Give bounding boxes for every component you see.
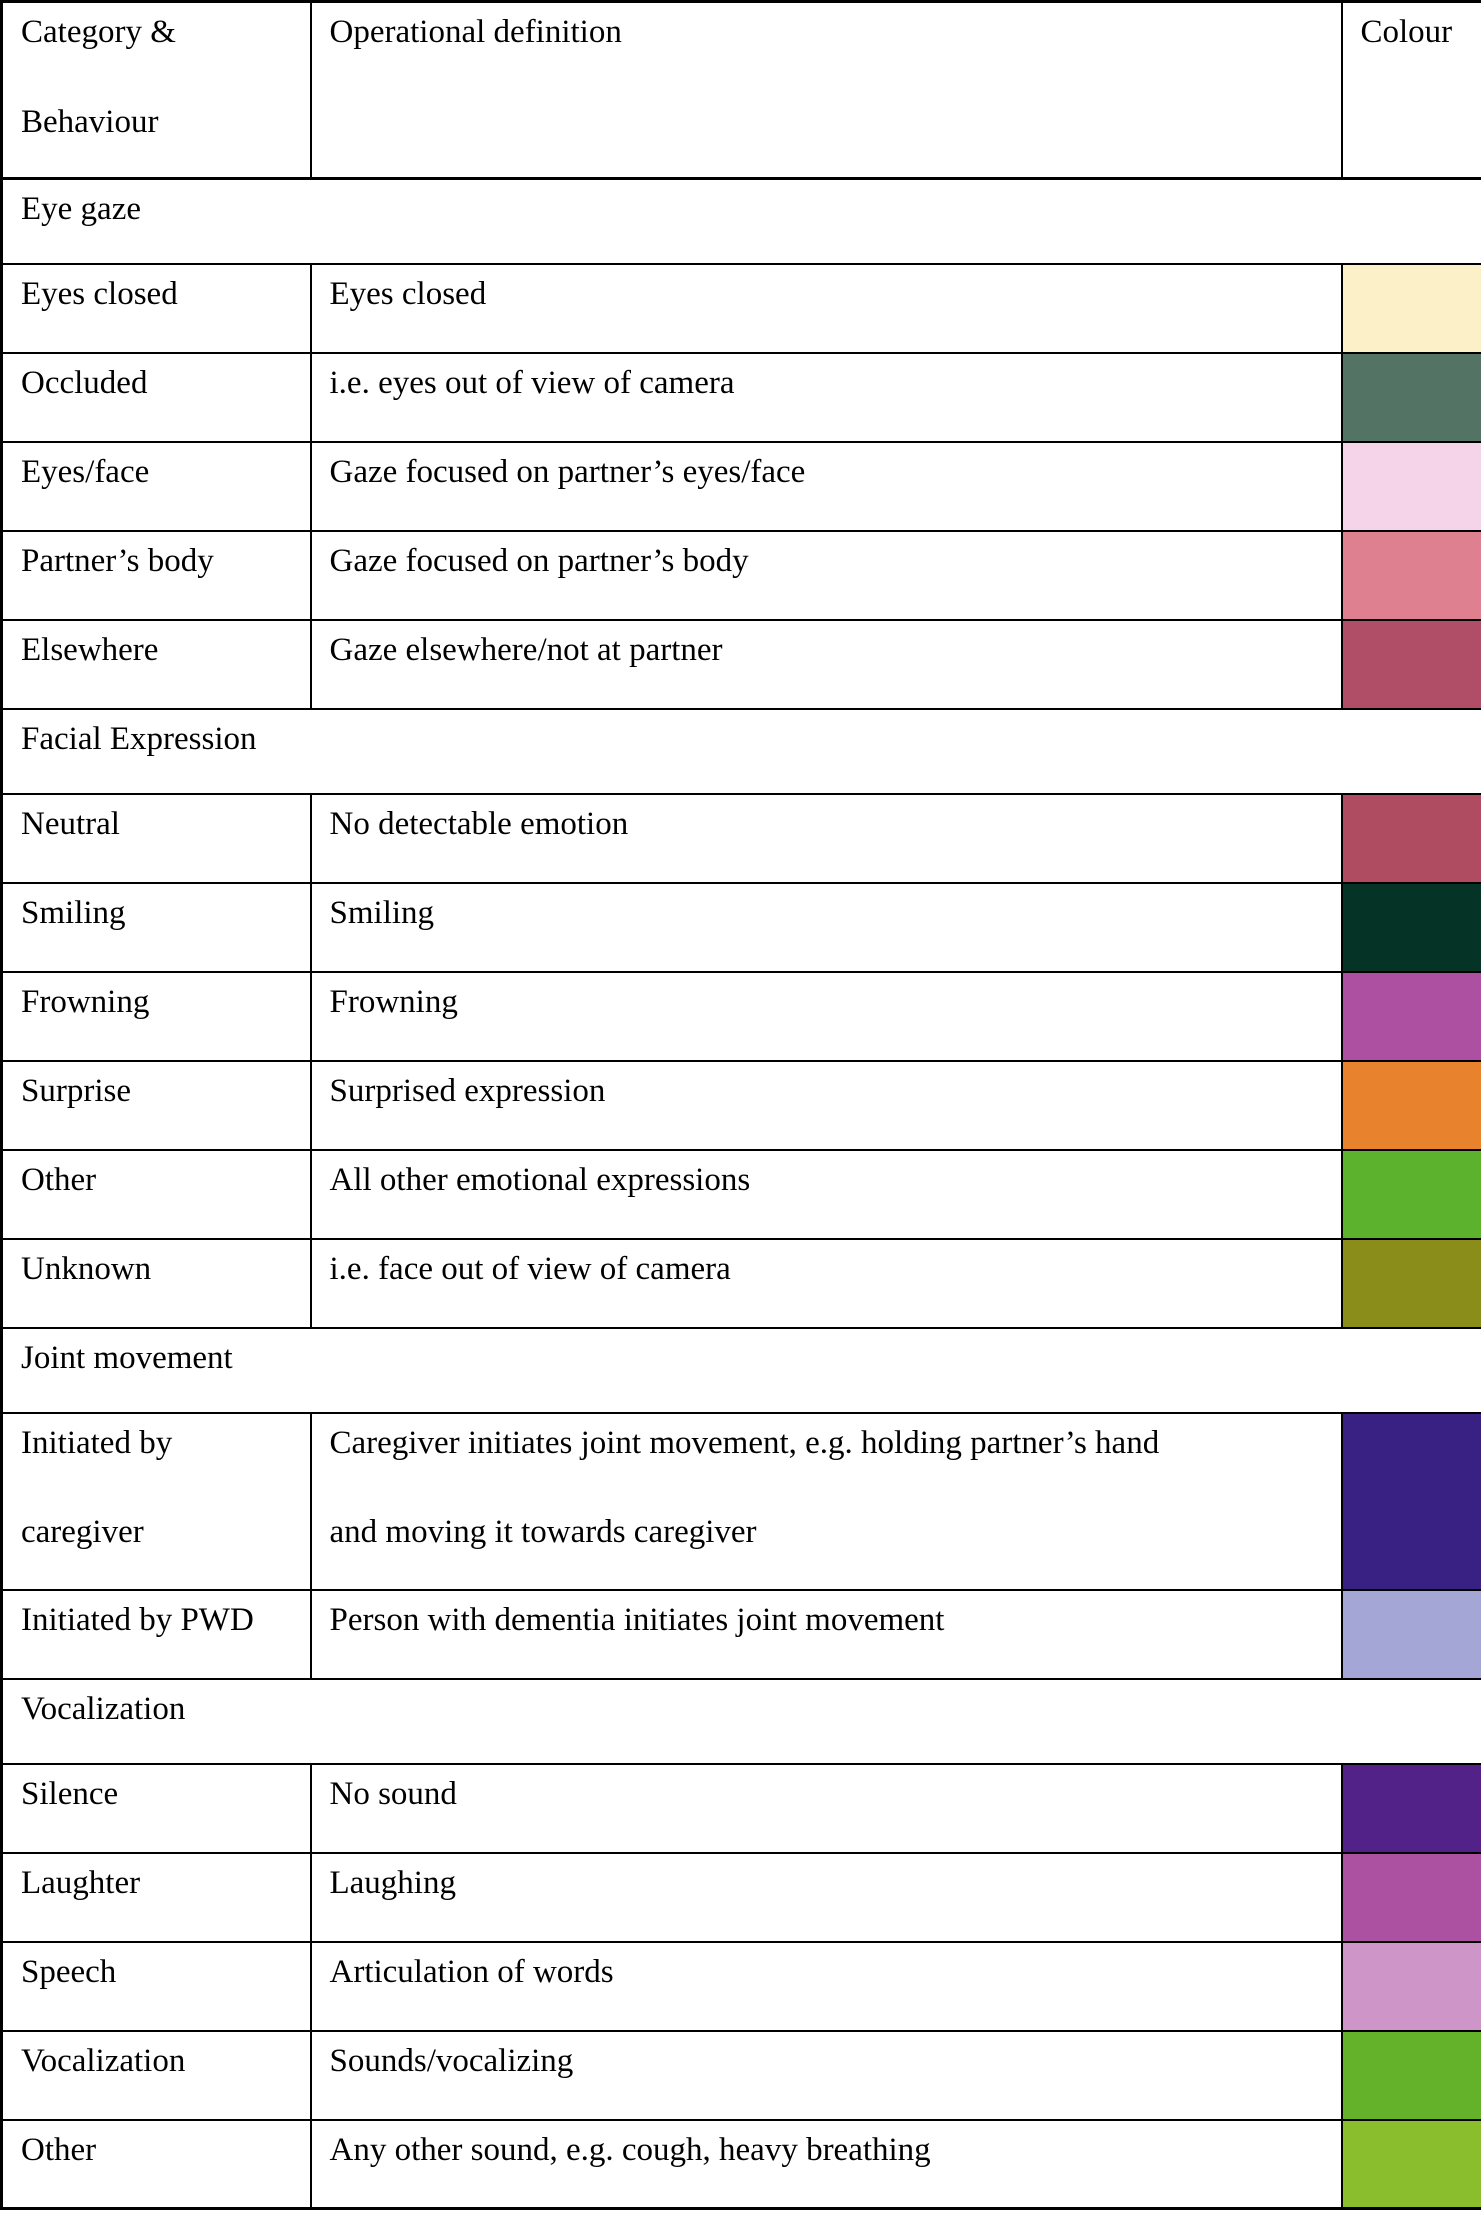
row-partner-s-body: Partner’s body Gaze focused on partner’s … (0, 529, 1481, 621)
row-neutral: Neutral No detectable emotion (0, 792, 1481, 884)
col-header-category-behaviour: Category & Behaviour (0, 0, 312, 180)
row-unknown: Unknown i.e. face out of view of camera (0, 1237, 1481, 1329)
colour-swatch (1340, 792, 1481, 884)
behaviour-cell: Neutral (0, 792, 312, 884)
definition-cell: Sounds/vocalizing (309, 2029, 1343, 2121)
behaviour-cell: Eyes/face (0, 440, 312, 532)
behaviour-cell: Partner’s body (0, 529, 312, 621)
colour-swatch (1340, 262, 1481, 354)
row-elsewhere: Elsewhere Gaze elsewhere/not at partner (0, 618, 1481, 710)
row-occluded: Occluded i.e. eyes out of view of camera (0, 351, 1481, 443)
definition-cell: Caregiver initiates joint movement, e.g.… (309, 1411, 1343, 1591)
section-title: Vocalization (0, 1677, 1481, 1765)
row-initiated-by-pwd: Initiated by PWD Person with dementia ini… (0, 1588, 1481, 1680)
definition-cell: Smiling (309, 881, 1343, 973)
behaviour-cell: Occluded (0, 351, 312, 443)
row-other: Other Any other sound, e.g. cough, heavy … (0, 2118, 1481, 2210)
colour-swatch (1340, 1237, 1481, 1329)
behaviour-cell: Smiling (0, 881, 312, 973)
colour-swatch (1340, 1148, 1481, 1240)
row-other: Other All other emotional expressions (0, 1148, 1481, 1240)
definition-cell: Gaze focused on partner’s eyes/face (309, 440, 1343, 532)
definition-cell: All other emotional expressions (309, 1148, 1343, 1240)
row-eyes-closed: Eyes closed Eyes closed (0, 262, 1481, 354)
behaviour-cell: Initiated by PWD (0, 1588, 312, 1680)
definition-cell: Any other sound, e.g. cough, heavy breat… (309, 2118, 1343, 2210)
definition-cell: Frowning (309, 970, 1343, 1062)
colour-swatch (1340, 970, 1481, 1062)
behaviour-cell: Other (0, 1148, 312, 1240)
row-smiling: Smiling Smiling (0, 881, 1481, 973)
colour-swatch (1340, 1411, 1481, 1591)
behaviour-cell: Vocalization (0, 2029, 312, 2121)
definition-cell: Gaze elsewhere/not at partner (309, 618, 1343, 710)
behaviour-cell: Laughter (0, 1851, 312, 1943)
colour-swatch (1340, 1851, 1481, 1943)
col-header-colour: Colour (1340, 0, 1481, 180)
colour-swatch (1340, 1588, 1481, 1680)
behaviour-cell: Surprise (0, 1059, 312, 1151)
section-row-eye-gaze: Eye gaze (0, 177, 1481, 265)
row-frowning: Frowning Frowning (0, 970, 1481, 1062)
section-row-joint-movement: Joint movement (0, 1326, 1481, 1414)
colour-swatch (1340, 529, 1481, 621)
section-title: Eye gaze (0, 177, 1481, 265)
row-speech: Speech Articulation of words (0, 1940, 1481, 2032)
row-silence: Silence No sound (0, 1762, 1481, 1854)
definition-cell: No sound (309, 1762, 1343, 1854)
definition-cell: Eyes closed (309, 262, 1343, 354)
definition-cell: No detectable emotion (309, 792, 1343, 884)
definition-cell: i.e. face out of view of camera (309, 1237, 1343, 1329)
behaviour-cell: Initiated by caregiver (0, 1411, 312, 1591)
behaviour-cell: Silence (0, 1762, 312, 1854)
col-header-operational-definition: Operational definition (309, 0, 1343, 180)
colour-swatch (1340, 1940, 1481, 2032)
section-title: Facial Expression (0, 707, 1481, 795)
section-row-facial-expression: Facial Expression (0, 707, 1481, 795)
colour-swatch (1340, 1762, 1481, 1854)
colour-swatch (1340, 1059, 1481, 1151)
section-title: Joint movement (0, 1326, 1481, 1414)
definition-cell: i.e. eyes out of view of camera (309, 351, 1343, 443)
table-header-row: Category & Behaviour Operational definiti… (0, 0, 1481, 180)
colour-swatch (1340, 2118, 1481, 2210)
section-row-vocalization: Vocalization (0, 1677, 1481, 1765)
definition-cell: Laughing (309, 1851, 1343, 1943)
colour-swatch (1340, 881, 1481, 973)
definition-cell: Person with dementia initiates joint mov… (309, 1588, 1343, 1680)
row-eyes-face: Eyes/face Gaze focused on partner’s eyes/… (0, 440, 1481, 532)
row-laughter: Laughter Laughing (0, 1851, 1481, 1943)
definition-cell: Articulation of words (309, 1940, 1343, 2032)
behaviour-cell: Unknown (0, 1237, 312, 1329)
behaviour-cell: Eyes closed (0, 262, 312, 354)
colour-swatch (1340, 440, 1481, 532)
colour-swatch (1340, 618, 1481, 710)
row-vocalization: Vocalization Sounds/vocalizing (0, 2029, 1481, 2121)
behaviour-cell: Elsewhere (0, 618, 312, 710)
colour-swatch (1340, 2029, 1481, 2121)
row-initiated-by-caregiver: Initiated by caregiver Caregiver initiates… (0, 1411, 1481, 1591)
behaviour-cell: Speech (0, 1940, 312, 2032)
row-surprise: Surprise Surprised expression (0, 1059, 1481, 1151)
colour-swatch (1340, 351, 1481, 443)
behaviour-cell: Other (0, 2118, 312, 2210)
definition-cell: Gaze focused on partner’s body (309, 529, 1343, 621)
table-body: Eye gaze Eyes closed Eyes closed Occluded i.… (0, 177, 1481, 2210)
behaviour-cell: Frowning (0, 970, 312, 1062)
definition-cell: Surprised expression (309, 1059, 1343, 1151)
